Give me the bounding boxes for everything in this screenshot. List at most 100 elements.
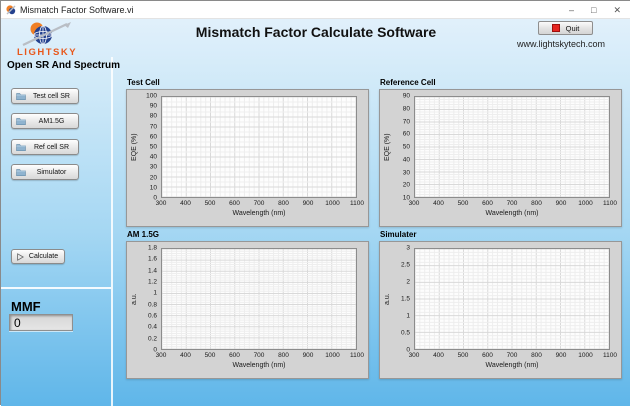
y-tick-label: 10 bbox=[402, 194, 410, 202]
x-tick-label: 400 bbox=[433, 200, 444, 207]
y-tick-label: 0.5 bbox=[400, 329, 410, 337]
x-tick-label: 900 bbox=[302, 200, 314, 207]
x-tick-label: 1000 bbox=[578, 200, 593, 207]
minimize-button[interactable]: – bbox=[569, 5, 575, 15]
y-tick-label: 70 bbox=[149, 123, 157, 131]
y-axis-ticks: 1.8 1.6 1.4 1.2 1 0.8 0.6 0.4 0.2 0 bbox=[127, 244, 159, 354]
chart-panel: a.u. 1.8 1.6 1.4 1.2 1 0.8 0.6 0.4 0.2 0 300 400 50… bbox=[126, 241, 369, 379]
run-arrow-icon bbox=[17, 252, 24, 261]
x-tick-label: 400 bbox=[180, 352, 191, 359]
y-tick-label: 30 bbox=[149, 163, 157, 171]
plot-grid bbox=[415, 249, 609, 349]
y-tick-label: 70 bbox=[402, 118, 410, 125]
app-content: LIGHTSKY Mismatch Factor Calculate Softw… bbox=[1, 19, 630, 406]
chart-am15g: AM 1.5G a.u. 1.8 1.6 1.4 1.2 1 0.8 0.6 0.4 0.2 0 … bbox=[126, 230, 369, 379]
y-tick-label: 60 bbox=[402, 130, 410, 138]
x-tick-label: 900 bbox=[555, 200, 567, 207]
x-tick-label: 300 bbox=[155, 352, 167, 359]
close-button[interactable]: ✕ bbox=[613, 4, 621, 15]
stop-icon bbox=[551, 24, 560, 32]
y-tick-label: 0.6 bbox=[147, 312, 157, 320]
x-tick-label: 500 bbox=[204, 200, 216, 207]
x-tick-label: 300 bbox=[408, 352, 420, 359]
x-axis-ticks: 300 400 500 600 700 800 900 1000 1100 bbox=[409, 352, 617, 360]
x-tick-label: 400 bbox=[433, 352, 444, 359]
x-tick-label: 1100 bbox=[603, 352, 617, 359]
x-tick-label: 1100 bbox=[603, 200, 617, 207]
x-tick-label: 500 bbox=[204, 352, 216, 359]
quit-button[interactable]: Quit bbox=[538, 21, 593, 35]
x-axis-ticks: 300 400 500 600 700 800 900 1000 1100 bbox=[156, 352, 364, 360]
chart-title: Test Cell bbox=[127, 78, 160, 87]
calculate-button[interactable]: Calculate bbox=[11, 249, 65, 264]
plot-grid bbox=[162, 97, 356, 197]
app-icon bbox=[6, 5, 16, 15]
chart-panel: a.u. 3 2.5 2 1.5 1 0.5 0 300 400 500 600 700 800 900… bbox=[379, 241, 622, 379]
y-tick-label: 0 bbox=[153, 194, 157, 202]
chart-panel: EQE (%) 100 90 80 70 60 50 40 30 20 10 0 300 400 500… bbox=[126, 89, 369, 227]
ref-cell-sr-label: Ref cell SR bbox=[33, 143, 69, 151]
y-axis-ticks: 3 2.5 2 1.5 1 0.5 0 bbox=[380, 245, 412, 354]
y-tick-label: 1.4 bbox=[147, 267, 157, 275]
x-tick-label: 600 bbox=[229, 200, 240, 207]
simulator-label: Simulator bbox=[36, 168, 67, 176]
plot-area bbox=[414, 96, 610, 198]
lightsky-logo: LIGHTSKY bbox=[15, 21, 99, 58]
x-axis-ticks: 300 400 500 600 700 800 900 1000 1100 bbox=[409, 200, 617, 208]
plot-area bbox=[414, 248, 610, 350]
vertical-divider bbox=[111, 57, 113, 406]
y-tick-label: 1.2 bbox=[147, 278, 157, 286]
y-tick-label: 40 bbox=[402, 156, 410, 164]
plot-grid bbox=[162, 249, 356, 349]
simulator-button[interactable]: Simulator bbox=[11, 164, 79, 180]
y-tick-label: 10 bbox=[149, 184, 157, 192]
x-tick-label: 800 bbox=[531, 200, 542, 207]
sidebar-heading: Open SR And Spectrum bbox=[7, 60, 120, 71]
x-axis-label: Wavelength (nm) bbox=[485, 362, 539, 369]
chart-title: Simulater bbox=[380, 230, 417, 239]
x-tick-label: 600 bbox=[482, 352, 493, 359]
x-tick-label: 800 bbox=[531, 352, 542, 359]
am15g-button[interactable]: AM1.5G bbox=[11, 113, 79, 129]
plot-area bbox=[161, 248, 357, 350]
y-tick-label: 1.6 bbox=[147, 255, 157, 263]
x-tick-label: 800 bbox=[278, 200, 289, 207]
mmf-label: MMF bbox=[11, 299, 41, 314]
y-tick-label: 20 bbox=[402, 181, 410, 189]
chart-title: AM 1.5G bbox=[127, 230, 160, 239]
mmf-value-display: 0 bbox=[9, 314, 73, 331]
y-tick-label: 0.2 bbox=[147, 335, 157, 343]
am15g-label: AM1.5G bbox=[38, 117, 65, 125]
chart-reference-cell: Reference Cell EQE (%) 90 80 70 60 50 40 30 20 1… bbox=[379, 78, 622, 227]
y-tick-label: 90 bbox=[402, 92, 410, 100]
chart-test-cell: Test Cell EQE (%) 100 90 80 70 60 50 40 30 20 10 0… bbox=[126, 78, 369, 227]
x-tick-label: 300 bbox=[155, 200, 167, 207]
x-axis-label: Wavelength (nm) bbox=[232, 210, 286, 217]
maximize-button[interactable]: □ bbox=[591, 5, 597, 15]
x-tick-label: 700 bbox=[506, 200, 518, 207]
website-text: www.lightskytech.com bbox=[516, 39, 606, 49]
x-axis-label: Wavelength (nm) bbox=[232, 362, 286, 369]
x-tick-label: 1000 bbox=[578, 352, 593, 359]
lightsky-logo-text: LIGHTSKY bbox=[17, 47, 78, 58]
y-tick-label: 1.5 bbox=[400, 295, 410, 303]
test-cell-sr-button[interactable]: Test cell SR bbox=[11, 88, 79, 104]
y-tick-label: 90 bbox=[149, 102, 157, 110]
y-tick-label: 80 bbox=[149, 112, 157, 120]
y-tick-label: 2 bbox=[406, 278, 410, 286]
x-tick-label: 1100 bbox=[350, 200, 364, 207]
plot-grid bbox=[415, 97, 609, 197]
y-axis-ticks: 100 90 80 70 60 50 40 30 20 10 0 bbox=[127, 93, 159, 202]
page-title: Mismatch Factor Calculate Software bbox=[195, 24, 437, 40]
test-cell-sr-label: Test cell SR bbox=[33, 92, 70, 100]
y-tick-label: 80 bbox=[402, 105, 410, 113]
x-tick-label: 1100 bbox=[350, 352, 364, 359]
x-tick-label: 600 bbox=[482, 200, 493, 207]
calculate-label: Calculate bbox=[28, 253, 59, 260]
window-titlebar: Mismatch Factor Software.vi – □ ✕ bbox=[1, 1, 630, 19]
quit-button-label: Quit bbox=[565, 23, 580, 33]
ref-cell-sr-button[interactable]: Ref cell SR bbox=[11, 139, 79, 155]
y-axis-ticks: 90 80 70 60 50 40 30 20 10 bbox=[380, 92, 412, 202]
y-tick-label: 1.8 bbox=[147, 244, 157, 252]
folder-open-icon bbox=[16, 93, 26, 100]
